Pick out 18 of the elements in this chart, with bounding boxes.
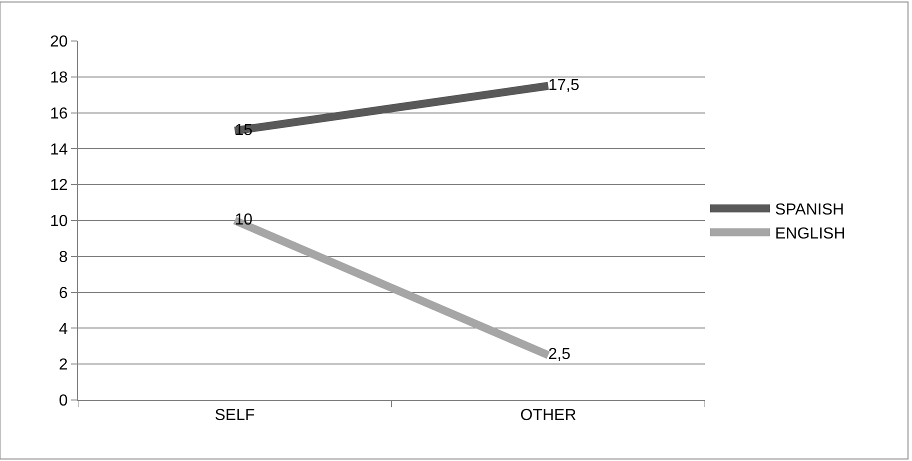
y-tick-label: 6 [58,284,68,302]
legend-label: ENGLISH [775,225,846,242]
y-tick-label: 18 [50,70,68,86]
y-tick-label: 16 [50,105,68,122]
data-label: 2,5 [548,346,571,364]
data-label: 10 [234,212,253,228]
y-tick-label: 4 [58,320,68,338]
y-tick-label: 0 [58,392,68,410]
legend-label: SPANISH [775,202,844,219]
y-tick-label: 2 [58,356,68,374]
x-tick-label: SELF [214,407,255,424]
y-tick-label: 12 [50,177,68,194]
y-tick-label: 20 [50,34,68,51]
y-tick-label: 10 [50,213,68,230]
data-label: 17,5 [548,76,580,94]
x-tick-label: OTHER [520,407,576,424]
y-tick-label: 14 [50,141,68,158]
y-tick-label: 8 [58,249,68,266]
